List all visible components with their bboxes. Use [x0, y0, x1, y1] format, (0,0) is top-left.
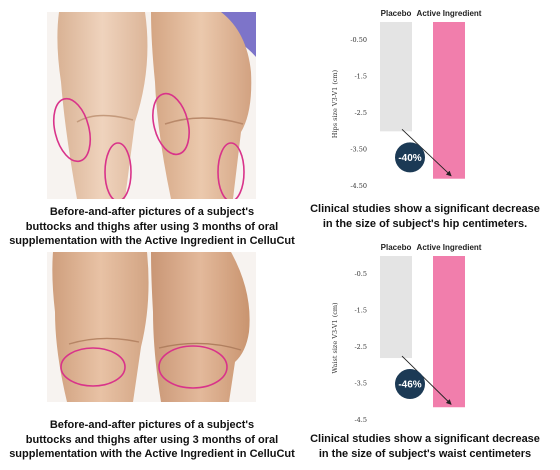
caption-line: in the size of subject's hip centimeters…	[322, 217, 528, 230]
caption-line: buttocks and thighs after using 3 months…	[25, 433, 279, 446]
y-tick-label: -1.5	[354, 307, 367, 315]
active-ingredient-bar	[433, 256, 465, 408]
caption-line: Clinical studies show a significant decr…	[310, 203, 540, 215]
placebo-bar	[380, 256, 412, 359]
top-before-photo	[47, 12, 152, 199]
percent-badge	[395, 369, 425, 400]
hip-size-chart-svg: Hips size V3-V1 (cm) -0.50 -1.5 -2.5 -3.50 -4…	[331, 9, 482, 190]
caption-line: Before-and-after pictures of a subject's	[49, 206, 255, 218]
y-tick-label: -4.5	[354, 416, 367, 424]
top-after-photo	[151, 12, 256, 199]
placebo-bar	[380, 22, 412, 132]
hip-chart-caption: Clinical studies show a significant decr…	[300, 202, 550, 231]
decrease-arrow	[401, 129, 452, 177]
percent-badge	[395, 142, 425, 173]
y-tick-label: -2.5	[354, 109, 367, 117]
y-axis-label: Hips size V3-V1 (cm)	[331, 69, 339, 138]
category-label: Active Ingredient	[417, 9, 482, 18]
caption-line: supplementation with the Active Ingredie…	[9, 235, 295, 247]
y-tick-label: -4.50	[350, 182, 367, 190]
y-axis-label: Waist size V3-V1 (cm)	[331, 302, 339, 374]
decrease-arrow	[401, 355, 452, 405]
category-label: Placebo	[381, 9, 412, 18]
percent-badge-label: -40%	[398, 153, 421, 164]
waist-size-chart-svg: Waist size V3-V1 (cm) -0.5 -1.5 -2.5 -3.5 -4.…	[331, 243, 482, 424]
bottom-after-photo	[151, 252, 256, 402]
waist-chart-caption: Clinical studies show a significant decr…	[300, 432, 550, 461]
percent-badge-label: -46%	[398, 380, 421, 391]
y-tick-label: -3.50	[350, 146, 367, 154]
caption-line: supplementation with the Active Ingredie…	[9, 448, 295, 460]
y-tick-label: -1.5	[354, 73, 367, 81]
bottom-photo-caption: Before-and-after pictures of a subject's…	[2, 418, 302, 462]
bottom-before-photo	[47, 252, 152, 402]
y-tick-label: -2.5	[354, 343, 367, 351]
y-tick-label: -0.50	[350, 36, 367, 44]
y-tick-label: -3.5	[354, 380, 367, 388]
hip-size-chart: Hips size V3-V1 (cm) -0.50 -1.5 -2.5 -3.50 -4…	[325, 4, 505, 199]
caption-line: buttocks and thighs after using 3 months…	[25, 220, 279, 233]
y-tick-label: -0.5	[354, 270, 367, 278]
caption-line: Before-and-after pictures of a subject's	[49, 419, 255, 431]
caption-line: in the size of subject's waist centimete…	[318, 447, 532, 460]
caption-line: Clinical studies show a significant decr…	[310, 433, 540, 445]
top-photo-caption: Before-and-after pictures of a subject's…	[2, 205, 302, 249]
category-label: Active Ingredient	[417, 243, 482, 252]
category-label: Placebo	[381, 243, 412, 252]
active-ingredient-bar	[433, 22, 465, 179]
waist-size-chart: Waist size V3-V1 (cm) -0.5 -1.5 -2.5 -3.5 -4.…	[325, 238, 505, 433]
